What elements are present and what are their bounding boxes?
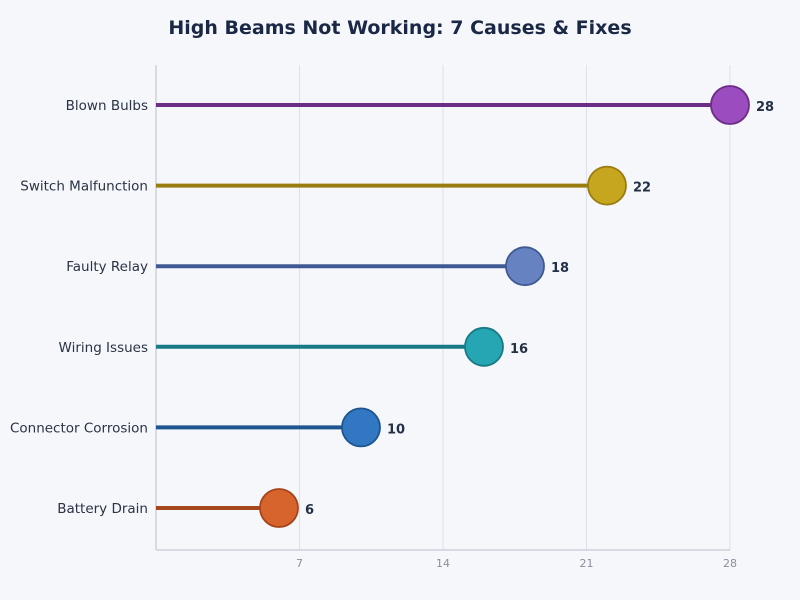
x-tick-label: 14 — [436, 557, 450, 570]
lollipop-dot — [587, 165, 627, 206]
x-ticks: 7 14 21 28 — [296, 557, 737, 570]
lollipop-dot — [341, 407, 381, 448]
value-label: 28 — [756, 100, 774, 115]
value-label: 10 — [387, 422, 405, 437]
category-label: Switch Malfunction — [20, 179, 148, 195]
category-label: Connector Corrosion — [10, 420, 148, 436]
value-label: 18 — [551, 261, 569, 276]
category-label: Blown Bulbs — [66, 98, 148, 114]
lollipop-dot — [464, 326, 504, 367]
value-label: 16 — [510, 342, 528, 357]
x-tick-label: 7 — [296, 557, 303, 570]
category-label: Wiring Issues — [59, 340, 148, 356]
value-label: 22 — [633, 181, 651, 196]
marks: Blown Bulbs 28 Switch Malfunction 22 Faulty … — [10, 85, 774, 528]
lollipop-dot — [259, 488, 299, 528]
x-tick-label: 28 — [723, 557, 737, 570]
category-label: Faulty Relay — [66, 259, 148, 275]
x-tick-label: 21 — [580, 557, 594, 570]
lollipop-dot — [710, 85, 750, 125]
category-label: Battery Drain — [57, 501, 148, 517]
lollipop-dot — [505, 246, 545, 287]
grid — [299, 65, 731, 550]
value-label: 6 — [305, 503, 314, 518]
axes — [155, 65, 730, 551]
chart-title: High Beams Not Working: 7 Causes & Fixes — [168, 17, 631, 39]
